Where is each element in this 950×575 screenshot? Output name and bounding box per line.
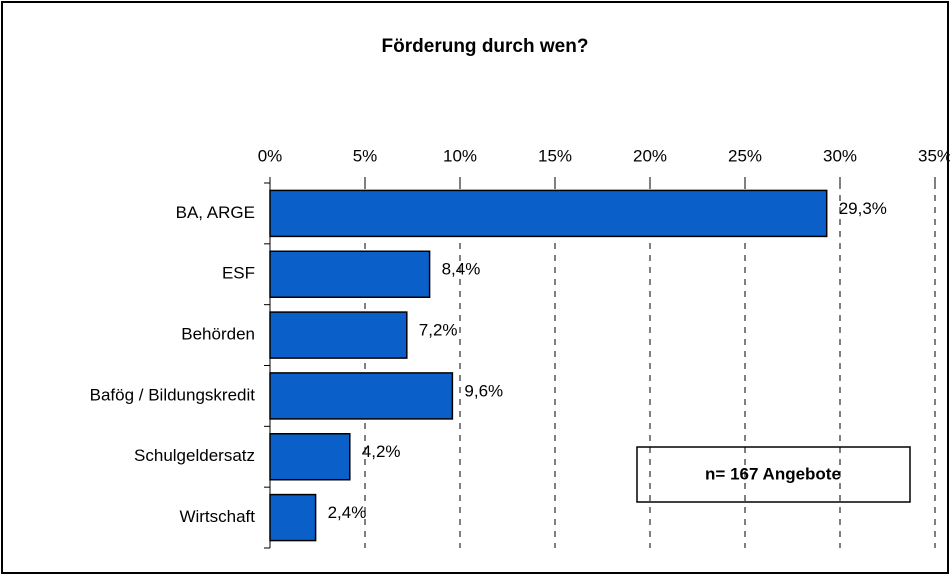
- annotation: n= 167 Angebote: [705, 464, 841, 483]
- value-label: 8,4%: [442, 260, 481, 279]
- x-tick-label: 25%: [728, 146, 762, 165]
- x-tick-label: 10%: [443, 146, 477, 165]
- y-tick-label: BA, ARGE: [176, 203, 255, 222]
- y-tick-label: ESF: [222, 264, 255, 283]
- x-tick-label: 0%: [258, 146, 283, 165]
- bar: [269, 250, 431, 298]
- x-tick-label: 20%: [633, 146, 667, 165]
- x-tick-label: 35%: [918, 146, 950, 165]
- bar: [269, 433, 351, 481]
- y-tick-label: Bafög / Bildungskredit: [90, 385, 256, 404]
- x-tick-label: 15%: [538, 146, 572, 165]
- value-label: 9,6%: [464, 381, 503, 400]
- value-label: 4,2%: [362, 442, 401, 461]
- y-tick-label: Wirtschaft: [179, 507, 255, 526]
- bar: [269, 189, 828, 238]
- y-tick-label: Schulgeldersatz: [134, 446, 255, 465]
- chart-title: Förderung durch wen?: [382, 36, 589, 57]
- annotation-box: [636, 446, 911, 503]
- value-label: 29,3%: [839, 199, 887, 218]
- value-label: 7,2%: [419, 321, 458, 340]
- bar: [269, 493, 317, 542]
- x-tick-label: 30%: [823, 146, 857, 165]
- y-tick-label: Behörden: [181, 325, 255, 344]
- bar: [269, 311, 408, 359]
- value-label: 2,4%: [328, 503, 367, 522]
- bar: [269, 372, 454, 420]
- x-tick-label: 5%: [353, 146, 378, 165]
